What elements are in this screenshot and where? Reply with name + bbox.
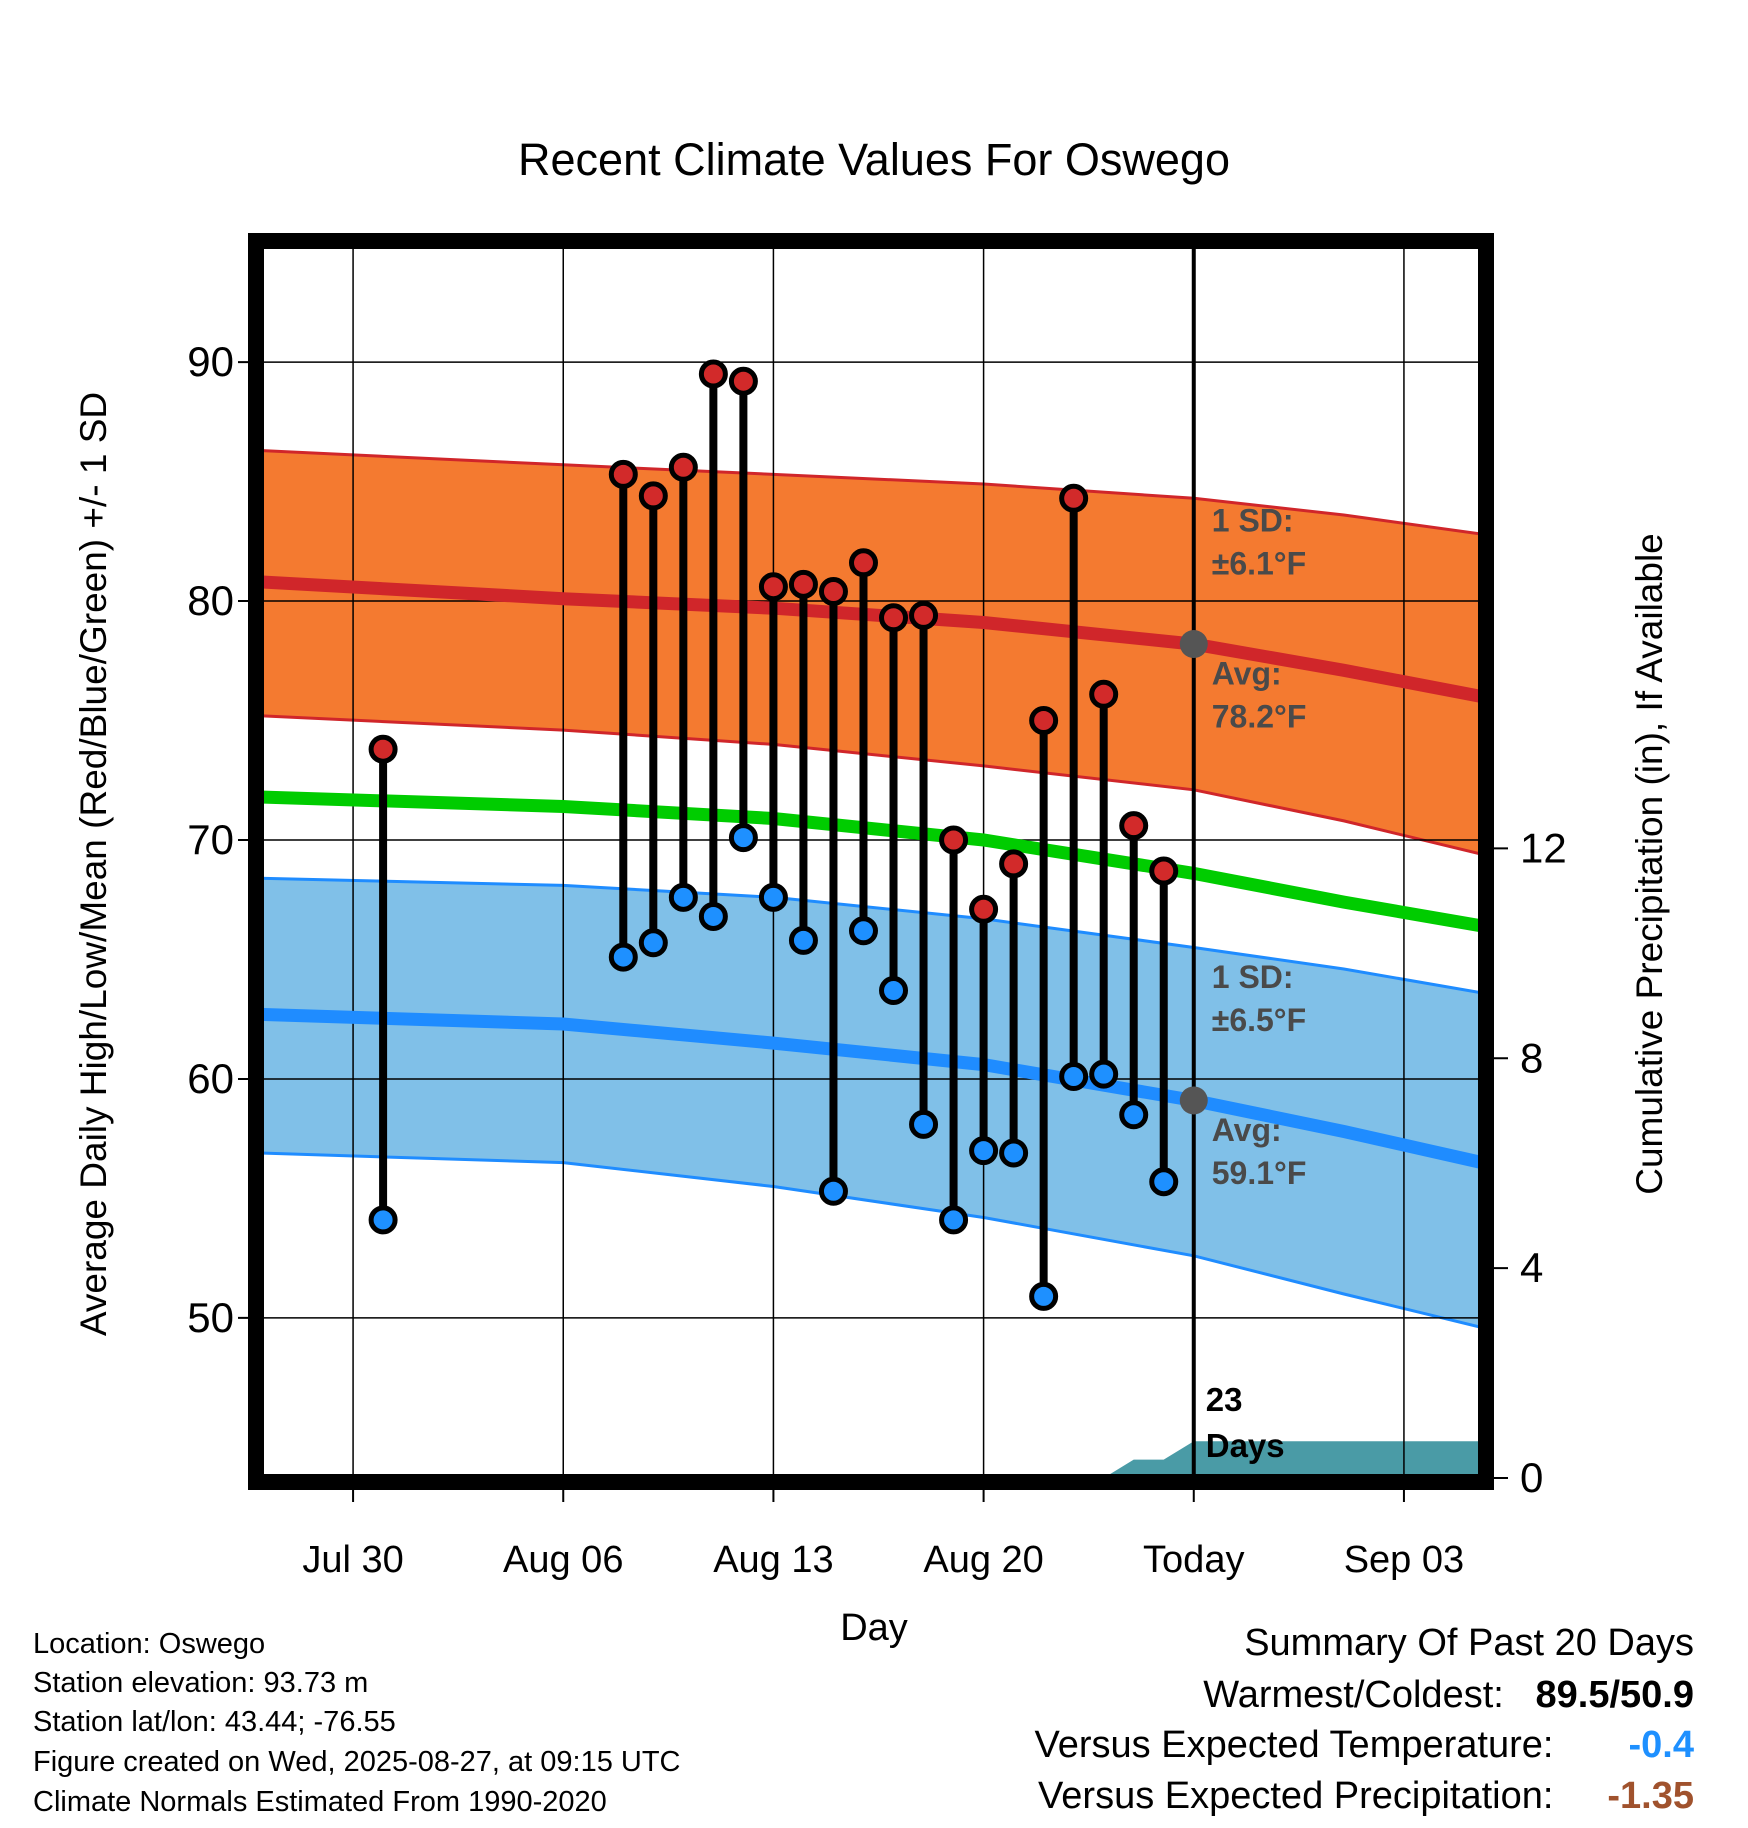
- daily-high-point: [848, 548, 878, 578]
- daily-low-point: [788, 925, 818, 955]
- daily-low-point: [1119, 1100, 1149, 1130]
- high-sd-band: [260, 450, 1482, 855]
- daily-high-point: [788, 569, 818, 599]
- daily-low-point: [1029, 1281, 1059, 1311]
- daily-low-point: [1089, 1059, 1119, 1089]
- y-tick-label: 90: [187, 338, 234, 385]
- daily-low-point: [999, 1138, 1029, 1168]
- daily-high-point: [368, 734, 398, 764]
- daily-low-point: [939, 1205, 969, 1235]
- temp-value: -0.4: [1628, 1724, 1694, 1766]
- mean-line: [260, 790, 1482, 933]
- daily-low-point: [638, 928, 668, 958]
- y-axis-label: Average Daily High/Low/Mean (Red/Blue/Gr…: [73, 392, 114, 1336]
- high-sd-label: 1 SD:: [1212, 503, 1294, 539]
- x-tick-label: Aug 13: [713, 1539, 833, 1581]
- daily-low-point: [698, 901, 728, 931]
- x-tick-label: Aug 20: [923, 1539, 1043, 1581]
- daily-low-point: [879, 976, 909, 1006]
- y2-tick-label: 8: [1520, 1034, 1543, 1081]
- daily-high-point: [758, 572, 788, 602]
- y2-tick-label: 12: [1520, 824, 1567, 871]
- daily-low-point: [969, 1136, 999, 1166]
- elevation-text: Station elevation: 93.73 m: [33, 1667, 369, 1699]
- x-tick-label: Jul 30: [302, 1539, 403, 1581]
- daily-high-point: [728, 366, 758, 396]
- daily-low-point: [668, 882, 698, 912]
- daily-high-point: [1149, 856, 1179, 886]
- daily-low-point: [608, 942, 638, 972]
- daily-high-point: [668, 452, 698, 482]
- high-avg-label: Avg:: [1212, 656, 1282, 692]
- x-axis-label: Day: [840, 1607, 908, 1649]
- temp-label: Versus Expected Temperature:: [1034, 1724, 1554, 1766]
- x-tick-label: Sep 03: [1344, 1539, 1464, 1581]
- warmest-value: 89.5/50.9: [1535, 1674, 1694, 1716]
- y-tick-label: 80: [187, 577, 234, 624]
- daily-low-point: [1059, 1062, 1089, 1092]
- daily-low-point: [758, 882, 788, 912]
- y-tick-label: 60: [187, 1055, 234, 1102]
- y2-tick-label: 0: [1520, 1454, 1543, 1501]
- x-tick-label: Today: [1143, 1539, 1244, 1581]
- daily-low-point: [909, 1109, 939, 1139]
- low-sd-band: [260, 878, 1482, 1328]
- summary-temp: Versus Expected Temperature: -0.4: [1035, 1724, 1694, 1767]
- warmest-label: Warmest/Coldest:: [1203, 1674, 1504, 1716]
- daily-high-point: [1089, 679, 1119, 709]
- summary-title: Summary Of Past 20 Days: [1244, 1622, 1694, 1664]
- summary-warmest: Warmest/Coldest: 89.5/50.9: [1203, 1674, 1694, 1717]
- low-avg-label: Avg:: [1212, 1112, 1282, 1148]
- daily-low-point: [1149, 1167, 1179, 1197]
- y2-tick-label: 4: [1520, 1244, 1543, 1291]
- plot-area: 1 SD: ±6.1°F Avg: 78.2°F 1 SD: ±6.5°F Avg: 59.1…: [260, 245, 1482, 1478]
- daily-high-point: [909, 600, 939, 630]
- daily-high-point: [999, 849, 1029, 879]
- created-text: Figure created on Wed, 2025-08-27, at 09…: [33, 1746, 681, 1778]
- low-avg-label: 59.1°F: [1212, 1155, 1307, 1191]
- precip-area: [959, 1441, 1482, 1478]
- low-sd-label: 1 SD:: [1212, 959, 1294, 995]
- today-low-avg-marker: [1179, 1086, 1208, 1115]
- chart-title: Recent Climate Values For Oswego: [518, 134, 1230, 185]
- high-mean-line: [260, 575, 1482, 703]
- y-tick-label: 50: [187, 1294, 234, 1341]
- y2-axis-label: Cumulative Precipitation (in), If Availa…: [1629, 533, 1670, 1195]
- latlon-text: Station lat/lon: 43.44; -76.55: [33, 1706, 396, 1738]
- daily-high-point: [698, 359, 728, 389]
- y-tick-label: 70: [187, 816, 234, 863]
- summary-precip: Versus Expected Precipitation: -1.35: [1038, 1775, 1694, 1818]
- daily-high-point: [969, 894, 999, 924]
- daily-low-point: [368, 1205, 398, 1235]
- daily-high-point: [1119, 811, 1149, 841]
- days-label: 23: [1206, 1381, 1243, 1418]
- precip-label: Versus Expected Precipitation:: [1038, 1775, 1554, 1817]
- daily-high-point: [939, 825, 969, 855]
- daily-low-point: [818, 1176, 848, 1206]
- daily-high-point: [818, 576, 848, 606]
- daily-low-point: [728, 823, 758, 853]
- daily-high-point: [608, 459, 638, 489]
- location-text: Location: Oswego: [33, 1628, 266, 1660]
- high-sd-label: ±6.1°F: [1212, 546, 1306, 582]
- days-label: Days: [1206, 1427, 1285, 1464]
- precip-value: -1.35: [1607, 1775, 1694, 1817]
- daily-high-point: [1029, 706, 1059, 736]
- plot-frame: [248, 233, 1494, 1490]
- daily-high-point: [1059, 483, 1089, 513]
- high-avg-label: 78.2°F: [1212, 699, 1307, 735]
- x-tick-label: Aug 06: [503, 1539, 623, 1581]
- daily-low-point: [848, 916, 878, 946]
- low-sd-label: ±6.5°F: [1212, 1002, 1306, 1038]
- daily-high-point: [879, 603, 909, 633]
- daily-high-point: [638, 481, 668, 511]
- today-high-avg-marker: [1179, 630, 1208, 659]
- normals-text: Climate Normals Estimated From 1990-2020: [33, 1786, 607, 1818]
